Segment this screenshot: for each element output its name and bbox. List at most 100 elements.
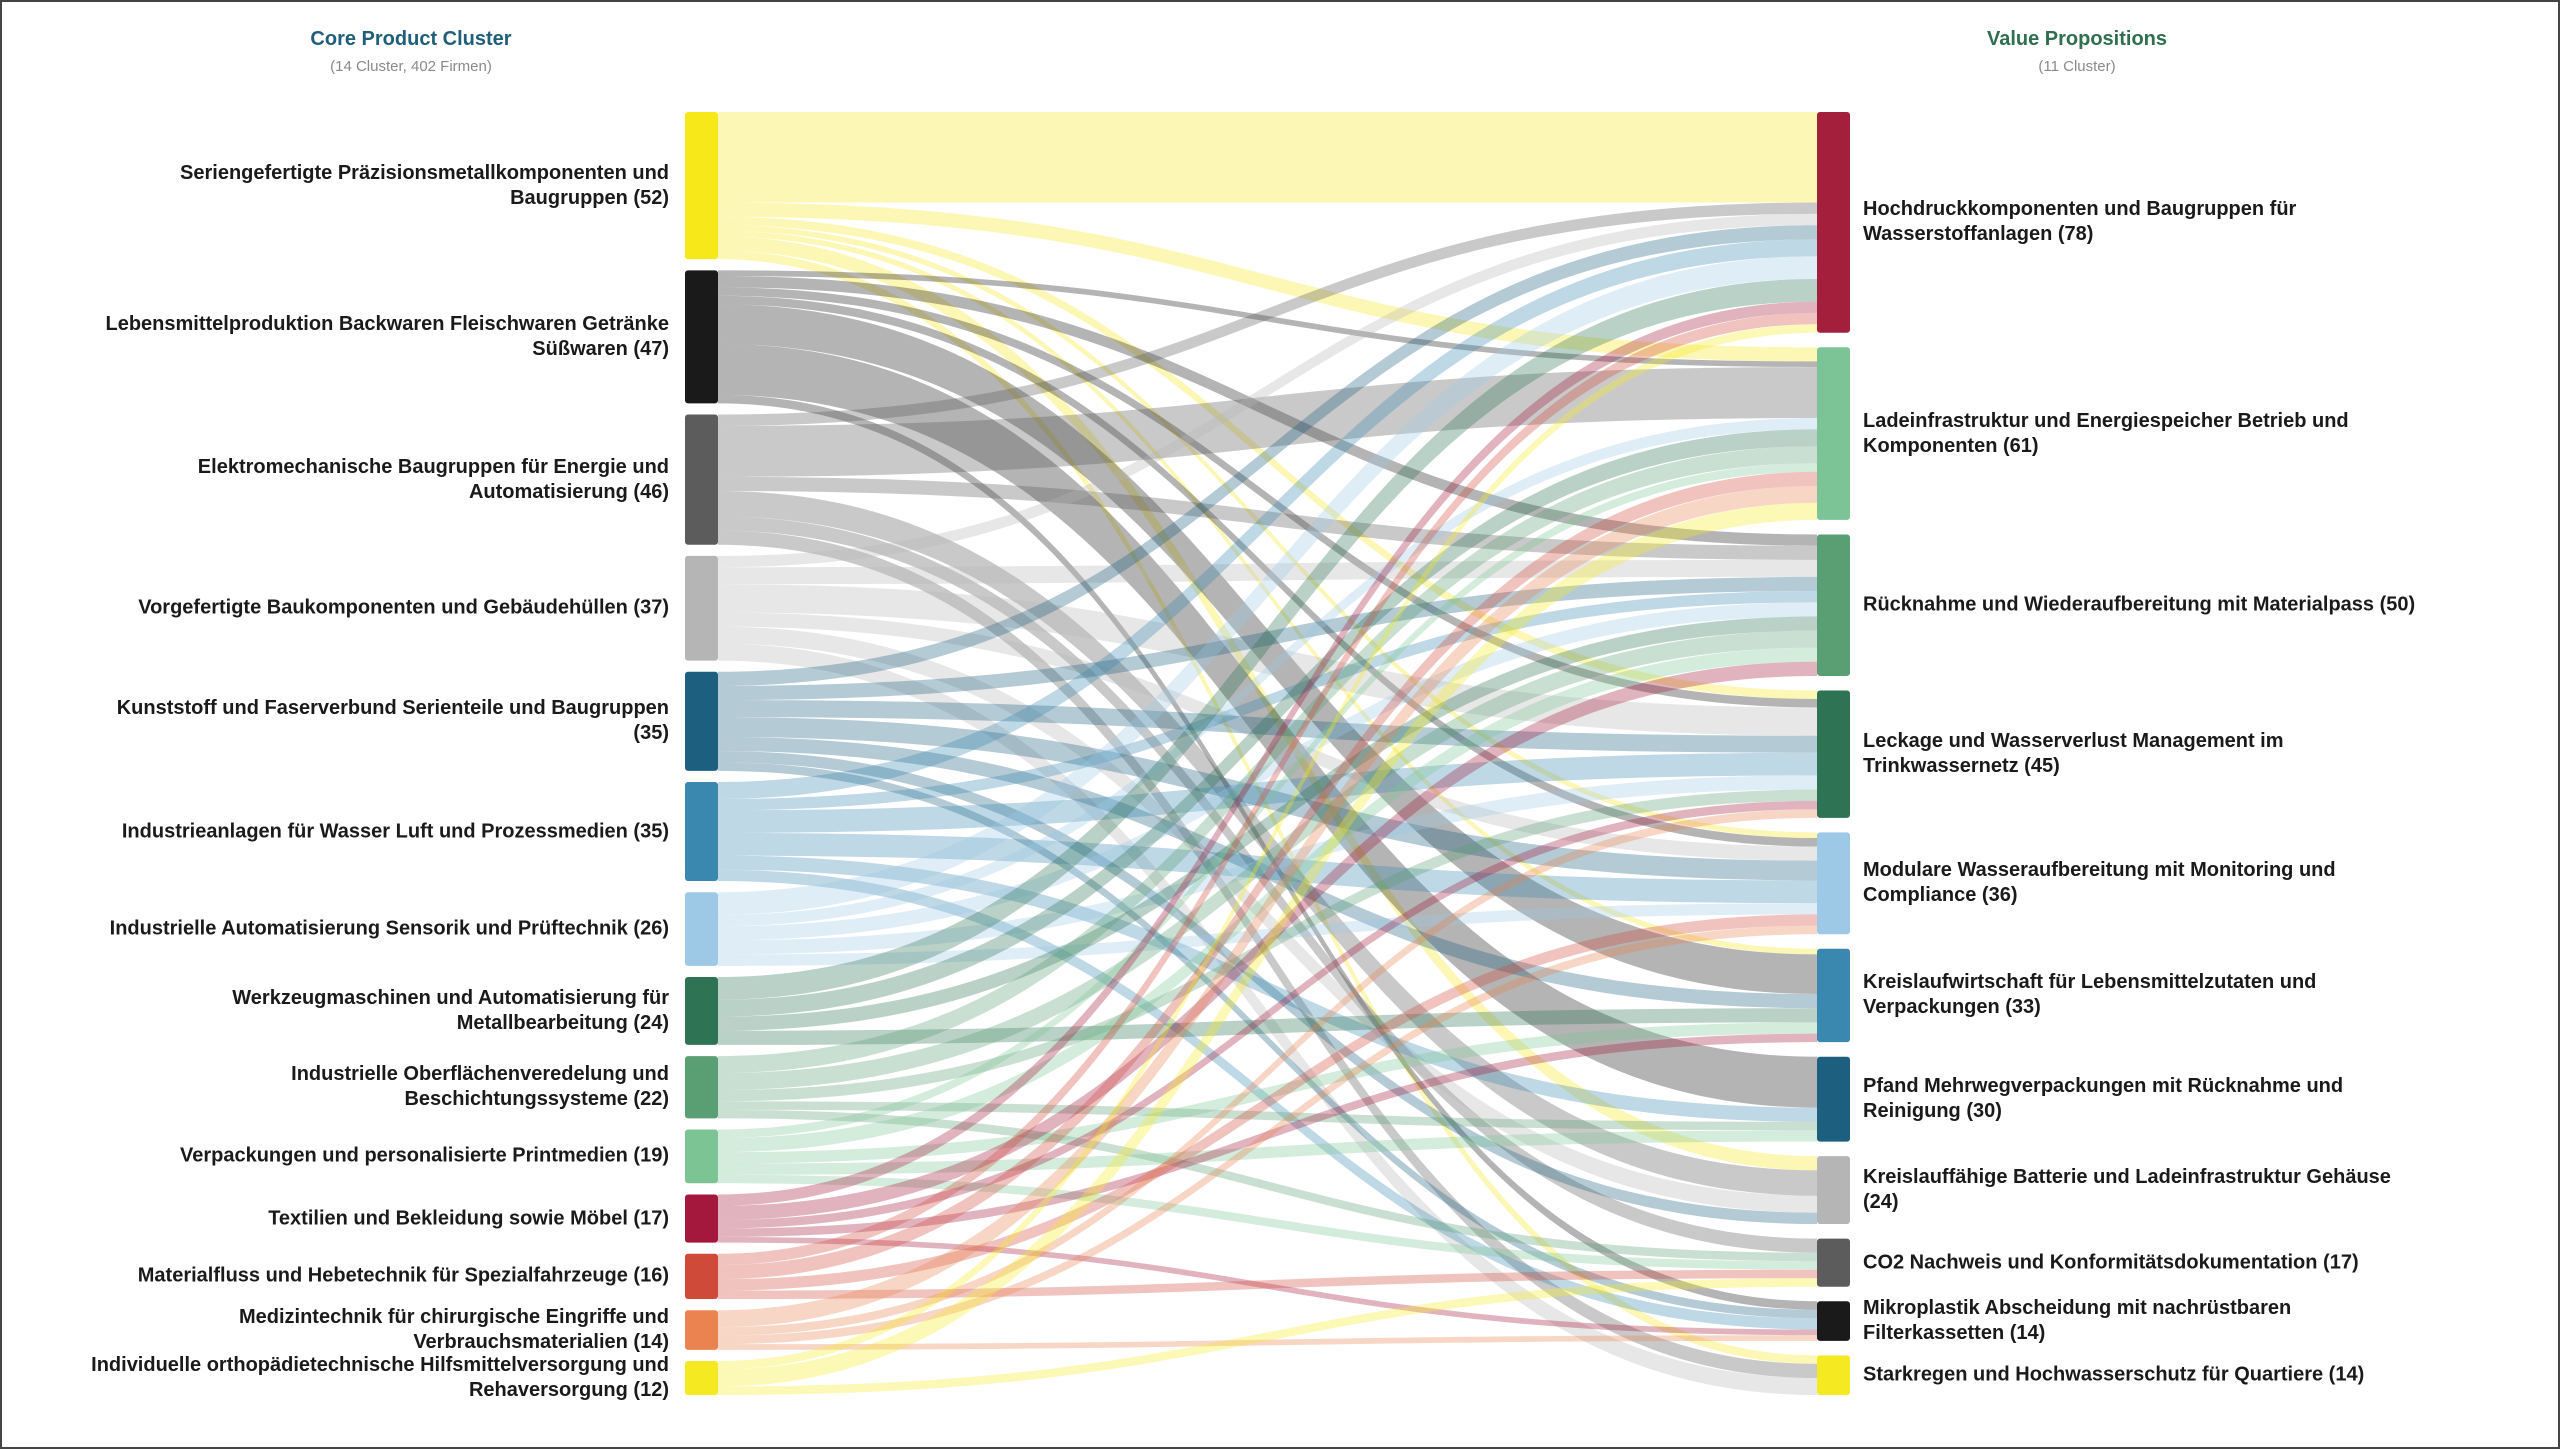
right-header-title: Value Propositions (1986, 28, 2168, 50)
flow-link (718, 612, 1817, 861)
source-node (685, 270, 718, 404)
flow-link (718, 394, 1817, 1310)
source-label: Industrielle Automatisierung Sensorik un… (109, 917, 669, 940)
source-node (685, 1129, 718, 1184)
target-node (1817, 1355, 1850, 1395)
source-node (685, 782, 718, 882)
flow-link (718, 584, 1817, 736)
flow-link (718, 700, 1817, 753)
flow-link (718, 751, 1817, 1225)
target-label: Rücknahme und Wiederaufbereitung mit Mat… (1863, 593, 2416, 616)
source-node (685, 414, 718, 545)
flow-link (718, 775, 1817, 955)
flow-link (718, 602, 1817, 941)
flow-link (718, 276, 1817, 546)
source-label: Lebensmittelproduktion Backwaren Fleisch… (105, 312, 670, 360)
flow-link (718, 230, 1817, 955)
flow-link (718, 225, 1817, 839)
flow-link (718, 213, 1817, 568)
flow-link (718, 643, 1817, 1395)
source-label: Industrieanlagen für Wasser Luft und Pro… (121, 820, 669, 843)
flow-link (718, 626, 1817, 1213)
flow-link (718, 418, 1817, 927)
flow-link (718, 717, 1817, 881)
flow-link (718, 855, 1817, 1122)
target-label: Mikroplastik Abscheidung mit nachrüstbar… (1863, 1297, 2292, 1345)
flow-link (718, 559, 1817, 585)
target-node (1817, 1156, 1850, 1225)
flow-link (718, 239, 1817, 799)
source-label: Vorgefertigte Baukomponenten und Gebäude… (138, 596, 669, 619)
flow-link (718, 485, 1817, 1328)
flow-link (718, 661, 1817, 1220)
flow-link (718, 490, 1817, 1196)
flow-link (718, 1101, 1817, 1131)
target-label: Kreislaufwirtschaft für Lebensmittelzuta… (1863, 971, 2317, 1019)
source-node (685, 112, 718, 260)
flow-link (718, 202, 1817, 362)
flow-link (718, 869, 1817, 1330)
flow-link (718, 301, 1817, 1206)
target-node (1817, 690, 1850, 818)
source-label: Individuelle orthopädietechnische Hilfsm… (91, 1354, 669, 1402)
source-label: Industrielle Oberflächenveredelung und B… (291, 1063, 669, 1111)
flow-link (718, 1022, 1817, 1164)
source-node (685, 555, 718, 661)
target-label: Starkregen und Hochwasserschutz für Quar… (1863, 1363, 2365, 1386)
target-label: Kreislauffähige Batterie und Ladeinfrast… (1863, 1166, 2391, 1214)
target-label: Ladeinfrastruktur und Energiespeicher Be… (1863, 409, 2349, 457)
target-node (1817, 832, 1850, 935)
right-header-subtitle: (11 Cluster) (2038, 58, 2116, 75)
source-node (685, 1361, 718, 1395)
flow-link (718, 476, 1817, 560)
source-node (685, 977, 718, 1045)
flow-link (718, 304, 1817, 995)
flow-link (718, 1269, 1817, 1300)
left-header-subtitle: (14 Cluster, 402 Firmen) (330, 58, 492, 75)
flow-link (718, 216, 1817, 699)
flow-link (718, 630, 1817, 1091)
flow-link (718, 471, 1817, 1280)
flow-link (718, 250, 1817, 1364)
source-label: Textilien und Bekleidung sowie Möbel (17… (268, 1207, 669, 1230)
source-node (685, 1056, 718, 1119)
flow-link (718, 312, 1817, 1266)
target-node (1817, 1238, 1850, 1287)
flow-link (718, 925, 1817, 1345)
source-label: Verpackungen und personalisierte Printme… (179, 1144, 669, 1167)
flow-link (718, 225, 1817, 686)
source-label: Materialfluss und Hebetechnik für Spezia… (137, 1264, 669, 1287)
flow-link (718, 463, 1817, 1139)
flow-link (718, 502, 1817, 1387)
source-node (685, 1310, 718, 1350)
flow-link (718, 1008, 1817, 1045)
flow-link (718, 236, 1817, 1171)
flow-link (718, 202, 1817, 426)
source-label: Seriengefertigte Präzisionsmetallkompone… (180, 161, 669, 209)
flow-link (718, 1278, 1817, 1395)
flow-link (718, 752, 1817, 833)
flow-link (718, 914, 1817, 1291)
source-node (685, 1194, 718, 1243)
flow-link (718, 295, 1817, 847)
flow-link (718, 1236, 1817, 1336)
flow-link (718, 429, 1817, 1017)
source-node (685, 892, 718, 966)
target-node (1817, 534, 1850, 676)
target-label: CO2 Nachweis und Konformitätsdokumentati… (1863, 1251, 2359, 1274)
target-label: Leckage und Wasserverlust Management im … (1863, 730, 2284, 778)
target-node (1817, 112, 1850, 333)
flow-link (718, 367, 1817, 477)
flow-link (718, 616, 1817, 1031)
flow-link (718, 1130, 1817, 1175)
source-node (685, 671, 718, 771)
flow-link (718, 903, 1817, 966)
flow-link (718, 832, 1817, 904)
flow-link (718, 516, 1817, 1253)
flow-link (718, 1109, 1817, 1262)
target-node (1817, 347, 1850, 520)
flow-link (718, 343, 1817, 1108)
source-label: Medizintechnik für chirurgische Eingriff… (238, 1306, 669, 1354)
